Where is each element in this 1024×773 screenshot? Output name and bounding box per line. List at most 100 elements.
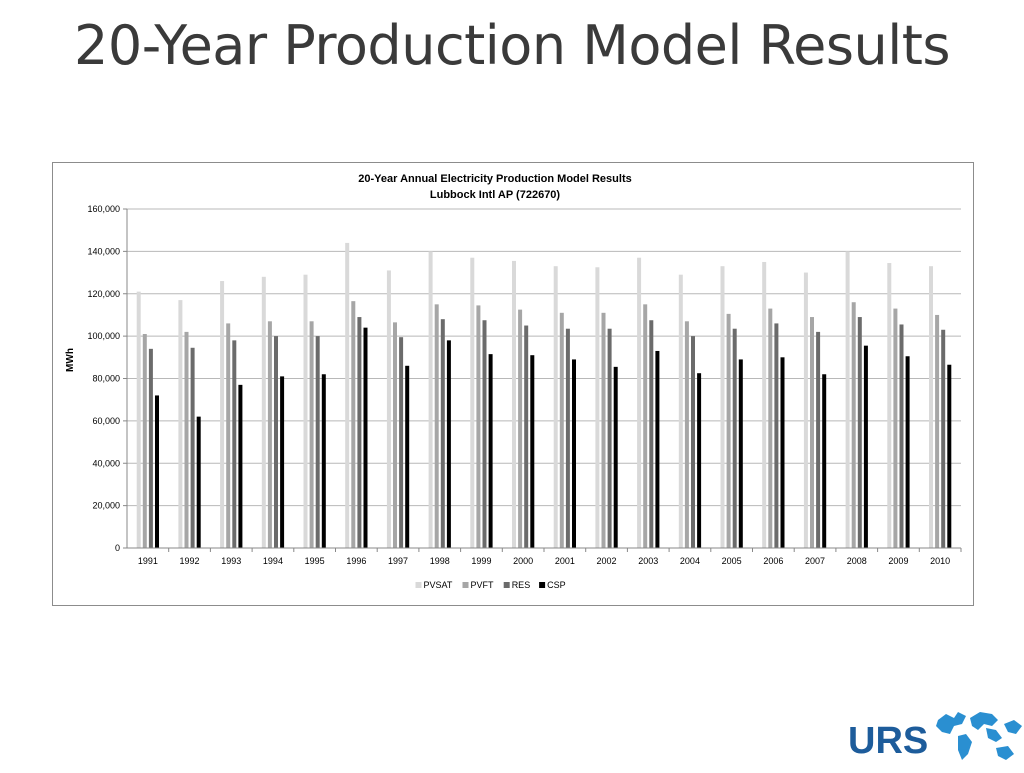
bar-res-2010	[941, 329, 946, 548]
bar-res-1994	[274, 336, 278, 548]
legend-label-res: RES	[512, 580, 531, 590]
chart-title: 20-Year Annual Electricity Production Mo…	[358, 173, 631, 185]
legend-label-pvft: PVFT	[471, 580, 495, 590]
bar-csp-2001	[572, 359, 576, 548]
bar-pvsat-1991	[136, 291, 141, 548]
bar-pvsat-2004	[678, 274, 683, 548]
bar-res-1998	[440, 319, 445, 548]
bar-pvft-2000	[518, 309, 523, 548]
bar-csp-1991	[155, 395, 159, 548]
bar-csp-2005	[738, 359, 743, 548]
legend-swatch-csp	[539, 582, 546, 588]
bar-pvft-2008	[851, 302, 856, 548]
bar-csp-2003	[655, 350, 660, 548]
x-tick-label: 2004	[680, 556, 700, 566]
bar-csp-2008	[863, 345, 868, 548]
bar-pvft-1996	[351, 301, 356, 548]
bar-res-1996	[357, 317, 362, 548]
bar-csp-1997	[405, 365, 410, 548]
legend-label-pvsat: PVSAT	[424, 580, 453, 590]
bar-pvft-2003	[643, 304, 648, 548]
globe-icon	[936, 712, 1022, 760]
bar-pvft-1999	[476, 305, 481, 548]
chart-container: 20-Year Annual Electricity Production Mo…	[52, 162, 974, 606]
bar-pvft-2004	[684, 321, 689, 548]
bar-res-2009	[899, 324, 904, 548]
y-tick-label: 120,000	[87, 289, 120, 299]
y-tick-label: 40,000	[92, 458, 120, 468]
bar-pvsat-1993	[220, 281, 225, 548]
x-tick-label: 1995	[305, 556, 325, 566]
bar-pvsat-2007	[803, 272, 808, 548]
bar-pvft-2010	[935, 314, 940, 548]
logo-text: URS	[848, 720, 928, 762]
bar-csp-2004	[697, 373, 702, 548]
bar-res-1992	[190, 347, 195, 548]
bar-pvft-2002	[601, 312, 606, 548]
bar-pvsat-2001	[553, 266, 558, 548]
y-tick-label: 60,000	[92, 416, 120, 426]
x-tick-label: 1994	[263, 556, 283, 566]
x-tick-label: 1992	[180, 556, 200, 566]
bar-res-2000	[524, 325, 529, 548]
x-tick-label: 2005	[722, 556, 742, 566]
bar-csp-1994	[280, 376, 285, 548]
bar-pvsat-1996	[345, 242, 350, 548]
bar-csp-1993	[238, 384, 243, 548]
legend: PVSAT PVFT RES CSP	[415, 580, 566, 590]
bar-res-2002	[607, 328, 612, 548]
bar-csp-2010	[947, 364, 952, 548]
bar-csp-2006	[780, 357, 785, 548]
bar-pvsat-2008	[845, 251, 850, 548]
bar-pvft-2007	[810, 317, 814, 548]
x-tick-label: 1991	[138, 556, 158, 566]
x-tick-label: 2002	[597, 556, 617, 566]
x-tick-label: 1998	[430, 556, 450, 566]
bar-res-2003	[649, 320, 654, 548]
grid-layer	[127, 208, 961, 549]
chart-subtitle: Lubbock Intl AP (722670)	[430, 189, 561, 201]
bar-pvsat-1997	[386, 270, 391, 548]
bar-pvsat-2006	[762, 261, 767, 548]
bar-res-1999	[482, 320, 487, 548]
bar-pvsat-2002	[595, 267, 600, 548]
bar-csp-1999	[488, 354, 493, 548]
bar-csp-1996	[363, 327, 368, 548]
bar-pvsat-2005	[720, 266, 725, 548]
bar-pvsat-2003	[637, 257, 642, 548]
bar-pvsat-2000	[512, 260, 516, 548]
bar-res-2008	[857, 317, 862, 548]
bar-res-2006	[774, 323, 779, 548]
y-tick-label: 20,000	[92, 501, 120, 511]
x-tick-label: 2003	[638, 556, 658, 566]
bar-pvft-1998	[434, 304, 439, 548]
bar-csp-2000	[530, 355, 535, 548]
legend-label-csp: CSP	[547, 580, 566, 590]
bar-res-1993	[232, 340, 237, 548]
bar-pvft-2009	[893, 308, 898, 548]
bar-csp-2002	[613, 366, 618, 548]
bar-pvft-1997	[393, 322, 397, 548]
bar-res-2004	[691, 336, 695, 548]
y-tick-label: 140,000	[87, 246, 120, 256]
bar-pvft-1995	[309, 321, 314, 548]
x-tick-label: 1993	[221, 556, 241, 566]
bars-layer	[136, 242, 952, 548]
bar-pvsat-2010	[929, 266, 933, 548]
x-tick-label: 2001	[555, 556, 575, 566]
bar-pvsat-1998	[428, 251, 433, 548]
x-tick-label: 1996	[346, 556, 366, 566]
bar-pvft-1993	[226, 323, 231, 548]
y-tick-label: 0	[115, 543, 120, 553]
x-tick-label: 1997	[388, 556, 408, 566]
bar-pvft-2005	[726, 313, 731, 548]
y-tick-label: 160,000	[87, 204, 120, 214]
x-tick-label: 2010	[930, 556, 950, 566]
bar-res-2007	[816, 331, 821, 548]
slide-title: 20-Year Production Model Results	[73, 14, 951, 77]
bar-res-1997	[399, 337, 404, 548]
y-axis-label: MWh	[65, 348, 76, 372]
bar-pvsat-1999	[470, 257, 475, 548]
bar-res-1995	[315, 336, 320, 548]
bar-csp-1992	[196, 416, 201, 548]
